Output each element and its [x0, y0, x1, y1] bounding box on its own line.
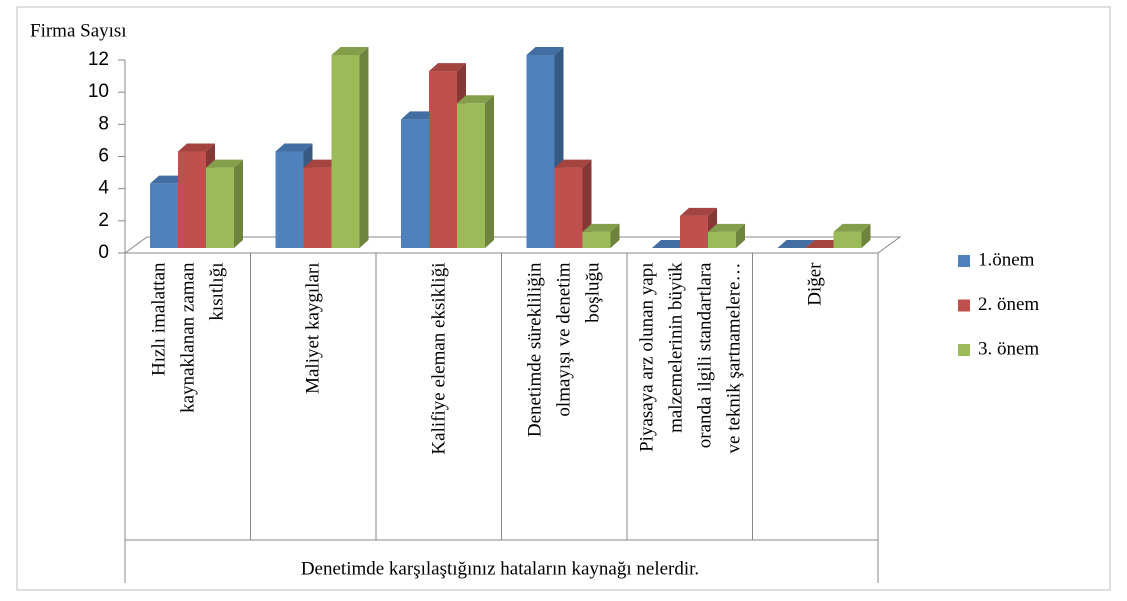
legend-swatch: [958, 344, 970, 356]
legend-label: 3. önem: [978, 338, 1039, 359]
x-tick-label: Kalifiye eleman eksikliği: [428, 262, 450, 455]
bar-side: [485, 95, 494, 248]
bar-top: [303, 159, 341, 168]
x-tick-label: Denetimde sürekliliğin olmayışı ve denet…: [524, 262, 604, 437]
bar-front: [457, 103, 485, 248]
bar: [554, 159, 592, 248]
bar-front: [582, 231, 611, 248]
bar-side: [234, 159, 243, 248]
bar-top: [708, 223, 745, 232]
bar-front: [275, 151, 304, 248]
bar-top: [275, 143, 313, 152]
y-tick-label: 12: [88, 49, 109, 70]
bar-top: [401, 111, 438, 120]
bar-side: [359, 47, 369, 248]
x-tick-label: Piyasaya arz olunan yapı malzemelerinin …: [635, 262, 744, 453]
bar: [777, 240, 815, 248]
y-tick-label: 10: [88, 81, 109, 102]
bar-top: [526, 47, 564, 55]
bar-front: [554, 167, 583, 248]
bar-front: [150, 183, 178, 248]
bar-top: [680, 207, 717, 216]
bar-top: [429, 63, 466, 72]
legend-label: 1.önem: [978, 249, 1035, 270]
bar: [708, 223, 745, 248]
bar-top: [652, 240, 689, 248]
bar: [805, 240, 843, 248]
y-tick-label: 6: [98, 146, 109, 167]
bar-front: [526, 55, 555, 248]
y-axis-title: Firma Sayısı: [30, 20, 127, 41]
bar-top: [805, 240, 843, 248]
legend-swatch: [958, 255, 970, 267]
bar-top: [777, 240, 815, 248]
bar-top: [833, 223, 871, 232]
bar-front: [206, 167, 234, 248]
bar-top: [206, 159, 243, 168]
y-tick-label: 2: [98, 210, 109, 231]
bar: [206, 159, 243, 248]
bar-top: [582, 223, 620, 232]
y-tick-label: 0: [98, 242, 109, 263]
bar: [457, 95, 494, 248]
bar-front: [429, 71, 457, 248]
bar-top: [554, 159, 592, 168]
legend-swatch: [958, 299, 970, 312]
bar-side: [861, 223, 871, 248]
x-tick-label: Diğer: [804, 262, 826, 306]
bar-front: [708, 231, 736, 248]
x-axis-title: Denetimde karşılaştığınız hataların kayn…: [301, 558, 699, 579]
bar: [652, 240, 689, 248]
bar-front: [680, 215, 708, 248]
bar-front: [178, 151, 206, 248]
bar-side: [610, 223, 620, 248]
bar: [331, 47, 369, 248]
bar-front: [331, 55, 360, 248]
y-tick-label: 8: [98, 113, 109, 134]
bar-side: [582, 159, 592, 248]
bar-top: [457, 95, 494, 104]
x-tick-label: Maliyet kaygıları: [302, 262, 324, 394]
bar-side: [736, 223, 745, 248]
bar-top: [150, 175, 187, 184]
bar-front: [833, 231, 862, 248]
bar: [833, 223, 871, 248]
y-tick-label: 4: [98, 178, 109, 199]
bar-top: [331, 47, 369, 55]
legend-label: 2. önem: [978, 294, 1039, 315]
bar: [582, 223, 620, 248]
bar-top: [178, 143, 215, 152]
x-tick-label: Hızlı imalattan kaynaklanan zaman kısıtl…: [148, 262, 228, 413]
bar-front: [401, 119, 429, 248]
bar-front: [303, 167, 332, 248]
